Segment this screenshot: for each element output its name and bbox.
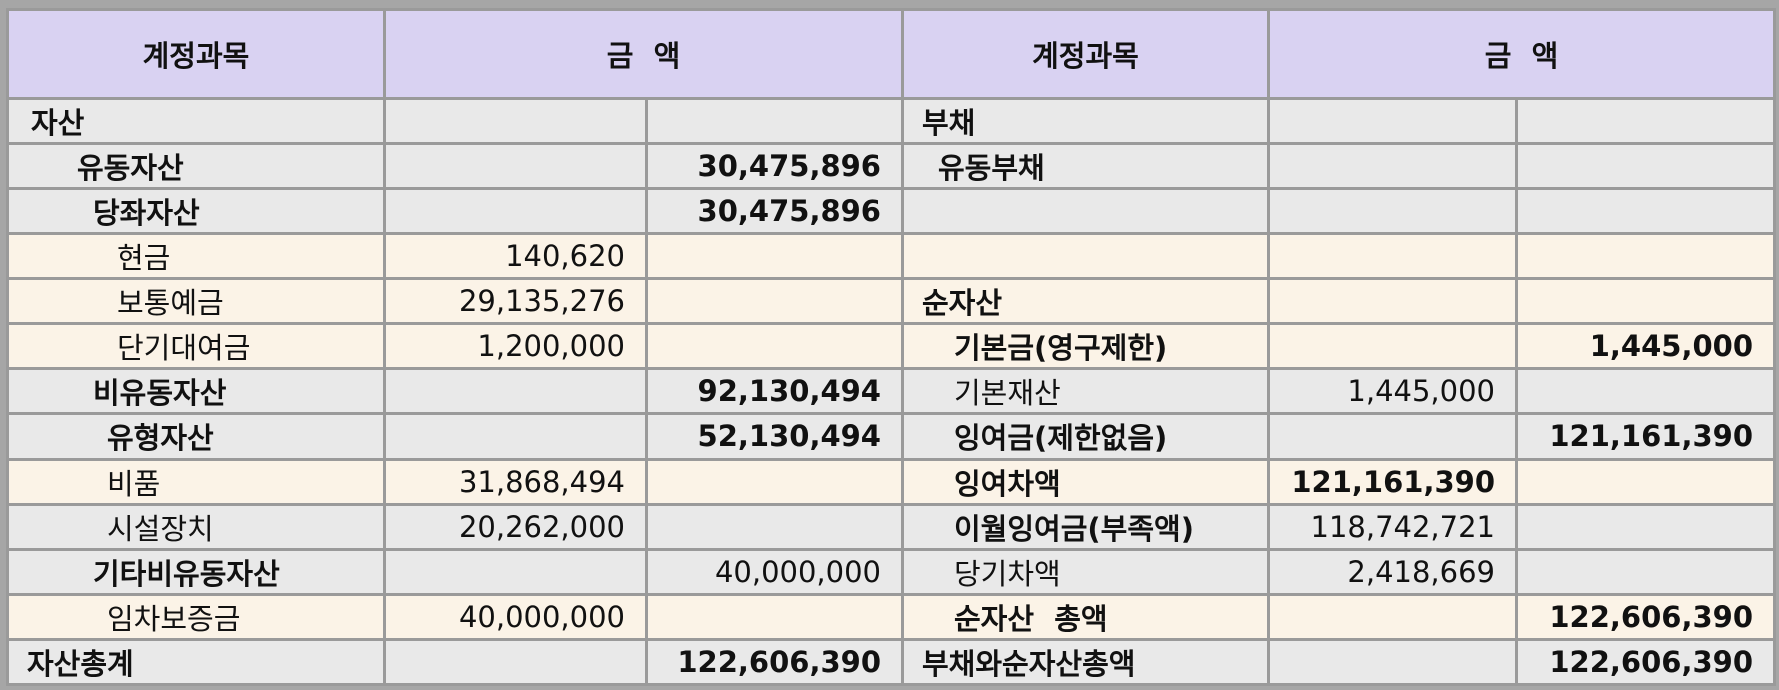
- amount-cell: 92,130,494: [645, 367, 904, 416]
- header-amount-left: 금 액: [383, 8, 904, 100]
- amount-cell: [1267, 277, 1518, 326]
- table-row: 임차보증금 40,000,000 순자산 총액 122,606,390: [6, 592, 1776, 641]
- amount-cell: [383, 142, 648, 191]
- amount-cell: [1267, 592, 1518, 641]
- table-row-total: 자산총계 122,606,390 부채와순자산총액 122,606,390: [6, 637, 1776, 687]
- amount-cell: 2,418,669: [1267, 547, 1518, 596]
- account-label: 이월잉여금(부족액): [901, 502, 1270, 551]
- table-row: 시설장치 20,262,000 이월잉여금(부족액) 118,742,721: [6, 502, 1776, 551]
- table-row: 단기대여금 1,200,000 기본금(영구제한) 1,445,000: [6, 322, 1776, 371]
- amount-cell: 140,620: [383, 232, 648, 281]
- account-label: 기본재산: [901, 367, 1270, 416]
- amount-cell: [1267, 412, 1518, 461]
- amount-cell: [1267, 96, 1518, 146]
- amount-cell: 20,262,000: [383, 502, 648, 551]
- account-label: 부채: [901, 96, 1270, 146]
- amount-cell: 122,606,390: [645, 637, 904, 687]
- amount-cell: [645, 502, 904, 551]
- account-label: 임차보증금: [6, 592, 386, 641]
- account-label: 순자산: [901, 277, 1270, 326]
- header-account-left: 계정과목: [6, 8, 386, 100]
- table-row: 현금 140,620: [6, 232, 1776, 281]
- amount-cell: [383, 412, 648, 461]
- amount-cell: 40,000,000: [383, 592, 648, 641]
- amount-cell: [645, 457, 904, 506]
- table-row: 기타비유동자산 40,000,000 당기차액 2,418,669: [6, 547, 1776, 596]
- table-row: 유형자산 52,130,494 잉여금(제한없음) 121,161,390: [6, 412, 1776, 461]
- amount-cell: [1515, 457, 1776, 506]
- amount-cell: 122,606,390: [1515, 637, 1776, 687]
- amount-cell: 29,135,276: [383, 277, 648, 326]
- account-label: 유동자산: [6, 142, 386, 191]
- table-row: 비품 31,868,494 잉여차액 121,161,390: [6, 457, 1776, 506]
- account-label: 자산총계: [6, 637, 386, 687]
- amount-cell: [1515, 547, 1776, 596]
- amount-cell: 52,130,494: [645, 412, 904, 461]
- table-row: 비유동자산 92,130,494 기본재산 1,445,000: [6, 367, 1776, 416]
- amount-cell: [1267, 637, 1518, 687]
- amount-cell: [1267, 232, 1518, 281]
- account-label: 단기대여금: [6, 322, 386, 371]
- account-label: 비유동자산: [6, 367, 386, 416]
- account-label: 현금: [6, 232, 386, 281]
- amount-cell: [1515, 232, 1776, 281]
- account-label: 기본금(영구제한): [901, 322, 1270, 371]
- amount-cell: 31,868,494: [383, 457, 648, 506]
- account-label: 당좌자산: [6, 187, 386, 236]
- amount-cell: [1515, 367, 1776, 416]
- amount-cell: [645, 277, 904, 326]
- account-label: 유동부채: [901, 142, 1270, 191]
- amount-cell: [645, 96, 904, 146]
- account-label: [901, 187, 1270, 236]
- amount-cell: 1,445,000: [1515, 322, 1776, 371]
- account-label: 순자산 총액: [901, 592, 1270, 641]
- account-label: 비품: [6, 457, 386, 506]
- amount-cell: [1515, 277, 1776, 326]
- account-label: 잉여차액: [901, 457, 1270, 506]
- amount-cell: [1515, 502, 1776, 551]
- account-label: 잉여금(제한없음): [901, 412, 1270, 461]
- amount-cell: 30,475,896: [645, 187, 904, 236]
- amount-cell: [1515, 96, 1776, 146]
- table-row: 유동자산 30,475,896 유동부채: [6, 142, 1776, 191]
- header-account-right: 계정과목: [901, 8, 1270, 100]
- amount-cell: 118,742,721: [1267, 502, 1518, 551]
- amount-cell: [645, 592, 904, 641]
- account-label: [901, 232, 1270, 281]
- amount-cell: [1515, 142, 1776, 191]
- amount-cell: [1267, 142, 1518, 191]
- account-label: 보통예금: [6, 277, 386, 326]
- amount-cell: [645, 322, 904, 371]
- table-row: 자산 부채: [6, 96, 1776, 146]
- table-row: 보통예금 29,135,276 순자산: [6, 277, 1776, 326]
- amount-cell: [1267, 322, 1518, 371]
- amount-cell: 122,606,390: [1515, 592, 1776, 641]
- header-row: 계정과목 금 액 계정과목 금 액: [6, 8, 1776, 100]
- account-label: 시설장치: [6, 502, 386, 551]
- amount-cell: 1,445,000: [1267, 367, 1518, 416]
- header-amount-right: 금 액: [1267, 8, 1776, 100]
- account-label: 부채와순자산총액: [901, 637, 1270, 687]
- amount-cell: 121,161,390: [1267, 457, 1518, 506]
- amount-cell: [645, 232, 904, 281]
- amount-cell: [383, 96, 648, 146]
- amount-cell: 40,000,000: [645, 547, 904, 596]
- amount-cell: [383, 187, 648, 236]
- amount-cell: [383, 547, 648, 596]
- amount-cell: 121,161,390: [1515, 412, 1776, 461]
- account-label: 자산: [6, 96, 386, 146]
- account-label: 유형자산: [6, 412, 386, 461]
- account-label: 기타비유동자산: [6, 547, 386, 596]
- amount-cell: [1267, 187, 1518, 236]
- table-row: 당좌자산 30,475,896: [6, 187, 1776, 236]
- balance-sheet-table: 계정과목 금 액 계정과목 금 액 자산 부채 유동자산 30,475,896 …: [6, 8, 1776, 687]
- amount-cell: [1515, 187, 1776, 236]
- amount-cell: [383, 367, 648, 416]
- amount-cell: 30,475,896: [645, 142, 904, 191]
- account-label: 당기차액: [901, 547, 1270, 596]
- amount-cell: [383, 637, 648, 687]
- amount-cell: 1,200,000: [383, 322, 648, 371]
